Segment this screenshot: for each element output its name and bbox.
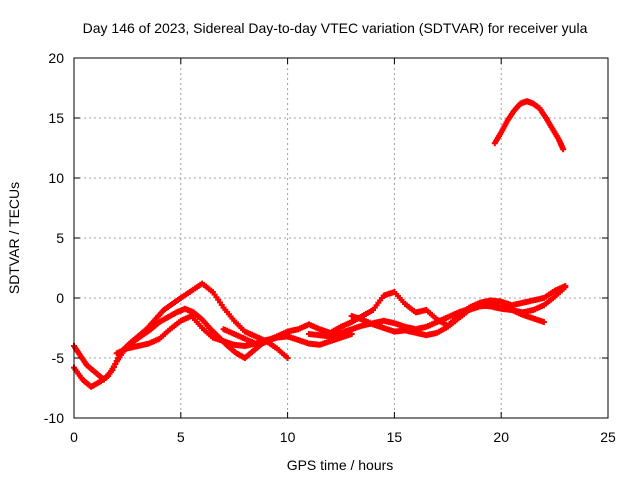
y-tick-label: 0 bbox=[56, 290, 64, 306]
x-tick-label: 0 bbox=[70, 429, 78, 445]
y-tick-label: 10 bbox=[48, 170, 64, 186]
y-tick-label: 5 bbox=[56, 230, 64, 246]
x-tick-label: 15 bbox=[387, 429, 403, 445]
chart-title: Day 146 of 2023, Sidereal Day-to-day VTE… bbox=[83, 20, 588, 36]
y-tick-label: -5 bbox=[52, 350, 65, 366]
x-tick-label: 25 bbox=[600, 429, 616, 445]
x-tick-label: 20 bbox=[493, 429, 509, 445]
y-tick-label: -10 bbox=[44, 410, 64, 426]
y-tick-label: 20 bbox=[48, 50, 64, 66]
y-axis-title: SDTVAR / TECUs bbox=[6, 182, 22, 294]
series-track-a bbox=[71, 280, 291, 383]
data-point bbox=[562, 284, 569, 291]
axis-ticks: 0 5 10 15 20 25 -10 -5 0 5 10 15 20 bbox=[44, 50, 616, 445]
data-point bbox=[560, 146, 567, 153]
x-axis-title: GPS time / hours bbox=[287, 457, 394, 473]
series-track-f bbox=[348, 302, 547, 339]
x-tick-label: 5 bbox=[177, 429, 185, 445]
series-track-g bbox=[491, 98, 567, 153]
y-tick-label: 15 bbox=[48, 110, 64, 126]
data-point bbox=[540, 319, 547, 325]
data-point bbox=[284, 355, 291, 361]
x-tick-label: 10 bbox=[280, 429, 296, 445]
data-points bbox=[71, 98, 569, 390]
grid bbox=[74, 58, 608, 418]
